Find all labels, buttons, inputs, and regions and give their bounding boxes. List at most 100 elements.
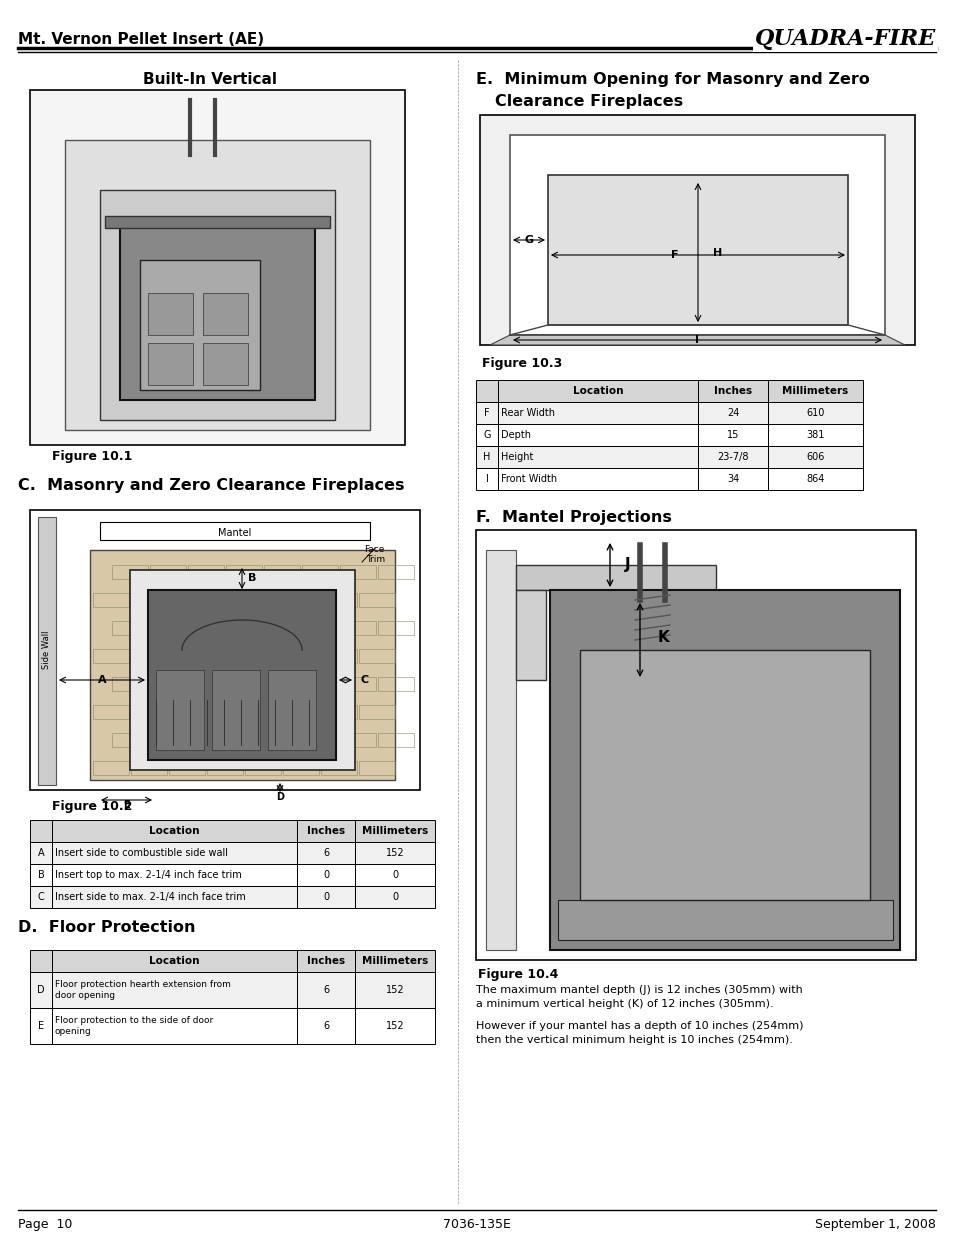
Bar [302,564,337,579]
Text: C: C [37,892,45,902]
Bar [148,343,193,385]
Bar [52,842,296,864]
Text: Side Wall: Side Wall [43,631,51,669]
Bar [131,761,167,776]
Bar [264,734,299,747]
Bar [38,517,56,785]
Bar [52,820,296,842]
Bar [320,650,356,663]
Bar [188,734,224,747]
Bar [767,403,862,424]
Text: QUADRA-FIRE: QUADRA-FIRE [754,28,935,49]
Bar [296,1008,355,1044]
Text: Millimeters: Millimeters [361,956,428,966]
Text: Floor protection hearth extension from: Floor protection hearth extension from [55,981,231,989]
Text: H: H [713,248,721,258]
Text: 0: 0 [323,869,329,881]
Text: 6: 6 [323,848,329,858]
Text: J: J [624,557,630,573]
Bar [30,90,405,445]
Bar [92,650,129,663]
Text: 0: 0 [392,869,397,881]
Text: September 1, 2008: September 1, 2008 [814,1218,935,1231]
Bar [92,705,129,719]
Bar [302,621,337,635]
Text: 610: 610 [805,408,823,417]
Text: F: F [671,249,678,261]
Bar [558,900,892,940]
Bar [131,593,167,606]
Text: 34: 34 [726,474,739,484]
Text: B: B [248,573,256,583]
Bar [476,424,497,446]
Bar [479,115,914,345]
Bar [283,761,318,776]
Text: Front Width: Front Width [500,474,557,484]
Bar [226,734,262,747]
Bar [203,343,248,385]
Bar [207,650,243,663]
Bar [112,734,148,747]
Text: E: E [123,800,130,810]
Bar [131,650,167,663]
Bar [698,468,767,490]
Bar [169,761,205,776]
Bar [476,530,915,960]
Bar [30,885,52,908]
Bar [355,1008,435,1044]
Text: K: K [658,631,669,646]
Bar [30,1008,52,1044]
Bar [150,564,186,579]
Bar [268,671,315,750]
Bar [497,468,698,490]
Text: then the vertical minimum height is 10 inches (254mm).: then the vertical minimum height is 10 i… [476,1035,792,1045]
Bar [497,380,698,403]
Text: Insert top to max. 2-1/4 inch face trim: Insert top to max. 2-1/4 inch face trim [55,869,241,881]
Bar [120,220,314,400]
Bar [150,677,186,692]
Bar [377,677,414,692]
Bar [579,650,869,900]
Text: C: C [360,676,369,685]
Text: D: D [275,792,284,802]
Bar [296,864,355,885]
Text: I: I [485,474,488,484]
Bar [203,293,248,335]
Text: Floor protection to the side of door: Floor protection to the side of door [55,1016,213,1025]
Circle shape [198,300,237,340]
Text: Millimeters: Millimeters [361,826,428,836]
Text: 6: 6 [323,1021,329,1031]
Bar [169,650,205,663]
Text: Built-In Vertical: Built-In Vertical [143,72,276,86]
Bar [188,621,224,635]
Text: 6: 6 [323,986,329,995]
Bar [485,550,516,950]
Bar [547,175,847,325]
Bar [90,550,395,781]
Text: Millimeters: Millimeters [781,387,848,396]
Text: A: A [97,676,106,685]
Text: Figure 10.2: Figure 10.2 [52,800,132,813]
Text: G: G [524,235,533,245]
Bar [516,590,545,680]
Bar [188,677,224,692]
Text: Depth: Depth [500,430,531,440]
Text: 152: 152 [385,1021,404,1031]
Bar [30,972,52,1008]
Bar [283,650,318,663]
Bar [767,380,862,403]
Bar [150,621,186,635]
Text: Insert side to combustible side wall: Insert side to combustible side wall [55,848,228,858]
Text: a minimum vertical height (K) of 12 inches (305mm).: a minimum vertical height (K) of 12 inch… [476,999,773,1009]
Bar [30,842,52,864]
Bar [52,950,296,972]
Bar [767,468,862,490]
Bar [497,403,698,424]
Text: E.  Minimum Opening for Masonry and Zero: E. Minimum Opening for Masonry and Zero [476,72,869,86]
Bar [245,650,281,663]
Bar [339,677,375,692]
Bar [510,135,884,335]
Text: Mantel: Mantel [218,529,252,538]
Bar [52,864,296,885]
Bar [30,510,419,790]
